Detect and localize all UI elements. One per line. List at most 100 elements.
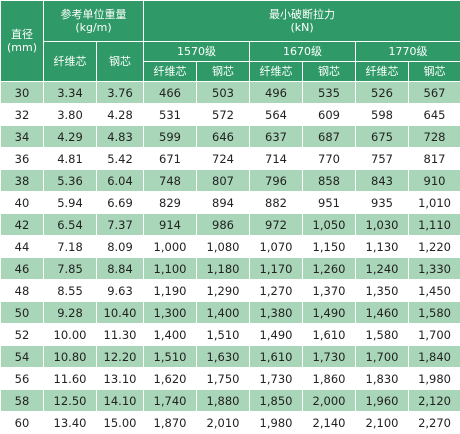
header-label: 直径 [1,28,43,41]
value-cell: 1,350 [356,280,409,302]
diameter-cell: 42 [1,214,44,236]
diameter-cell: 54 [1,346,44,368]
value-cell: 858 [303,170,356,192]
value-cell: 1,380 [250,302,303,324]
header-label: 参考单位重量 [44,8,143,21]
grade-header: 1570级 [144,42,250,62]
value-cell: 1,580 [356,324,409,346]
value-cell: 4.29 [44,126,97,148]
core-header: 纤维芯 [144,62,197,82]
core-header: 钢芯 [303,62,356,82]
value-cell: 1,860 [303,368,356,390]
core-header: 钢芯 [97,42,144,82]
value-cell: 7.37 [97,214,144,236]
value-cell: 2,000 [303,390,356,412]
value-cell: 1,400 [197,302,250,324]
value-cell: 1,130 [356,236,409,258]
grade-header: 1770级 [356,42,460,62]
value-cell: 8.09 [97,236,144,258]
value-cell: 910 [409,170,460,192]
value-cell: 2,140 [303,412,356,434]
value-cell: 882 [250,192,303,214]
value-cell: 1,180 [197,258,250,280]
value-cell: 6.54 [44,214,97,236]
value-cell: 4.28 [97,104,144,126]
value-cell: 503 [197,82,250,104]
value-cell: 1,510 [144,346,197,368]
value-cell: 894 [197,192,250,214]
value-cell: 1,050 [303,214,356,236]
value-cell: 1,070 [250,236,303,258]
diameter-cell: 44 [1,236,44,258]
value-cell: 1,610 [250,346,303,368]
diameter-cell: 60 [1,412,44,434]
value-cell: 1,150 [303,236,356,258]
value-cell: 531 [144,104,197,126]
value-cell: 13.10 [97,368,144,390]
value-cell: 14.10 [97,390,144,412]
value-cell: 1,170 [250,258,303,280]
value-cell: 1,220 [409,236,460,258]
value-cell: 1,980 [409,368,460,390]
value-cell: 1,580 [409,302,460,324]
value-cell: 10.40 [97,302,144,324]
value-cell: 724 [197,148,250,170]
value-cell: 13.40 [44,412,97,434]
value-cell: 951 [303,192,356,214]
value-cell: 2,270 [409,412,460,434]
diameter-cell: 46 [1,258,44,280]
value-cell: 2,010 [197,412,250,434]
diameter-cell: 32 [1,104,44,126]
value-cell: 6.04 [97,170,144,192]
value-cell: 496 [250,82,303,104]
core-header: 钢芯 [197,62,250,82]
value-cell: 15.00 [97,412,144,434]
value-cell: 1,840 [409,346,460,368]
value-cell: 1,000 [144,236,197,258]
value-cell: 1,400 [144,324,197,346]
value-cell: 817 [409,148,460,170]
value-cell: 1,460 [356,302,409,324]
value-cell: 748 [144,170,197,192]
value-cell: 526 [356,82,409,104]
value-cell: 599 [144,126,197,148]
value-cell: 1,100 [144,258,197,280]
value-cell: 1,750 [197,368,250,390]
value-cell: 1,830 [356,368,409,390]
value-cell: 1,260 [303,258,356,280]
value-cell: 1,030 [356,214,409,236]
value-cell: 609 [303,104,356,126]
value-cell: 535 [303,82,356,104]
value-cell: 1,330 [409,258,460,280]
value-cell: 935 [356,192,409,214]
value-cell: 986 [197,214,250,236]
value-cell: 1,630 [197,346,250,368]
value-cell: 1,620 [144,368,197,390]
header-unit: (mm) [1,41,43,54]
value-cell: 3.76 [97,82,144,104]
header-label: 最小破断拉力 [144,8,460,21]
value-cell: 1,190 [144,280,197,302]
value-cell: 687 [303,126,356,148]
value-cell: 796 [250,170,303,192]
force-header: 最小破断拉力 (kN) [144,1,460,42]
value-cell: 567 [409,82,460,104]
value-cell: 807 [197,170,250,192]
value-cell: 2,120 [409,390,460,412]
value-cell: 757 [356,148,409,170]
value-cell: 843 [356,170,409,192]
value-cell: 1,700 [409,324,460,346]
value-cell: 8.84 [97,258,144,280]
value-cell: 1,730 [250,368,303,390]
